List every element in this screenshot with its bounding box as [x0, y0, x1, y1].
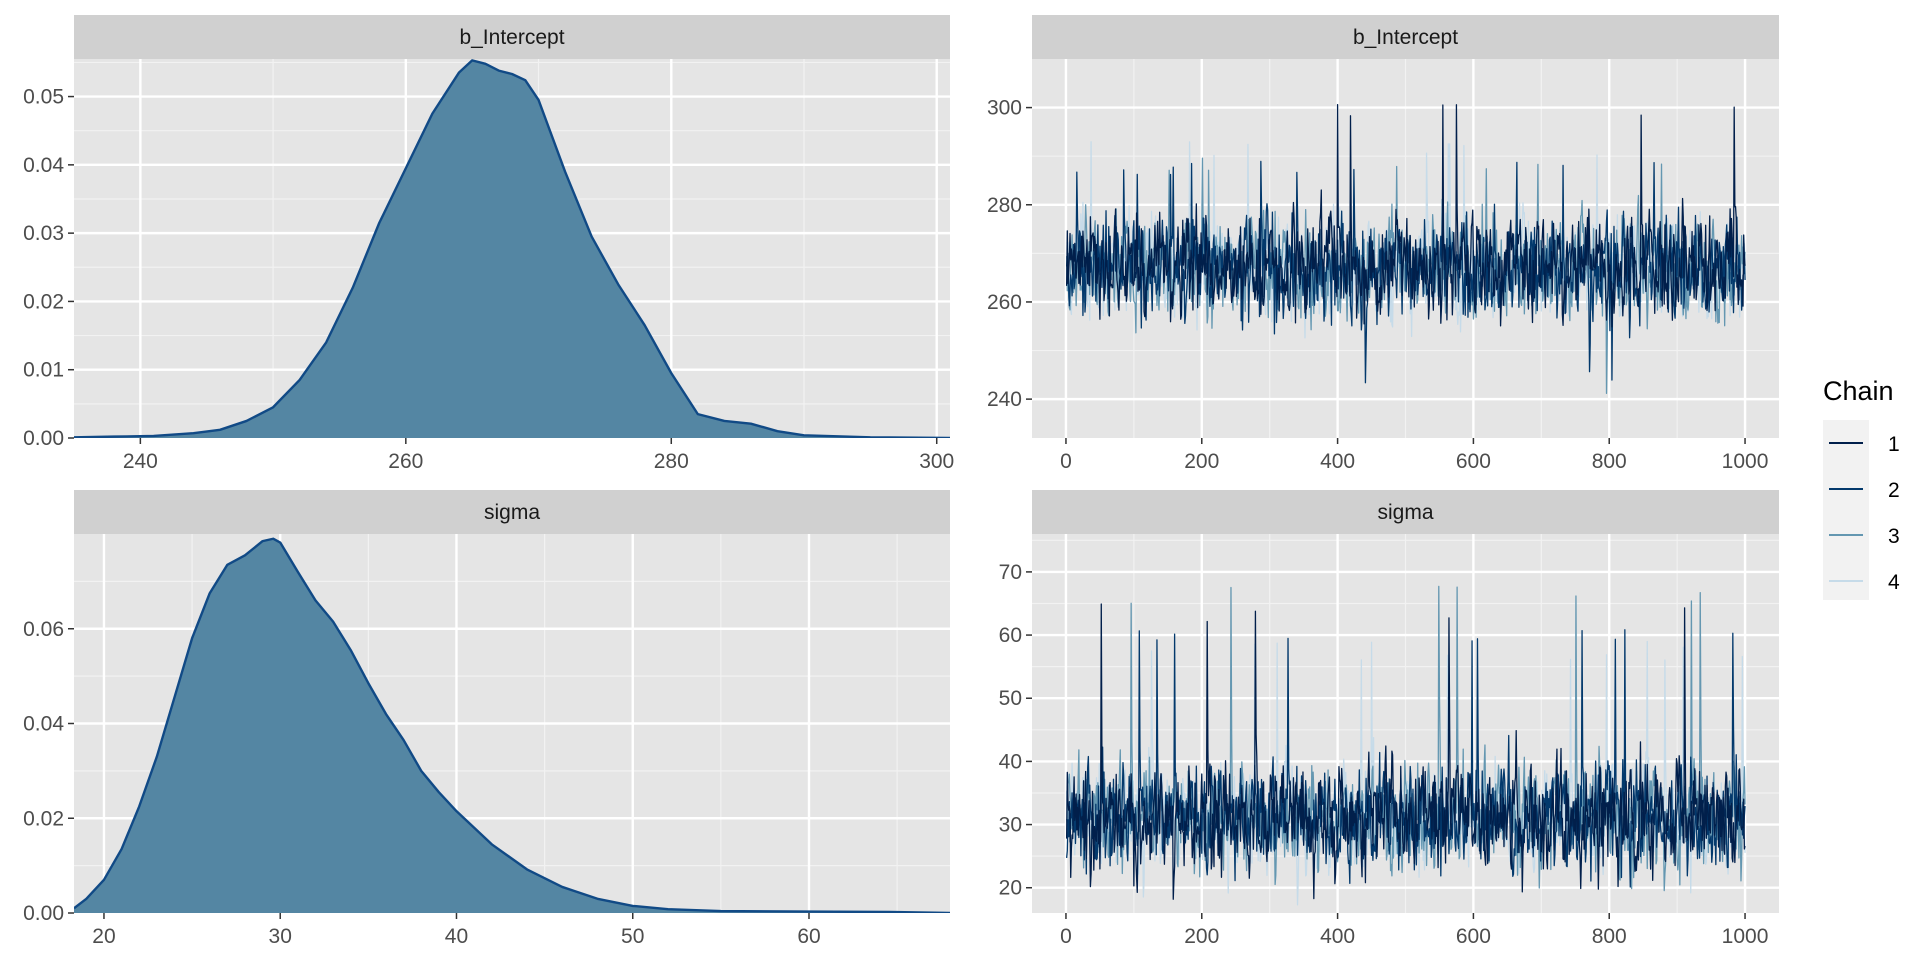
strip-label: sigma	[1377, 501, 1433, 524]
y-tick-label: 0.04	[23, 713, 64, 736]
y-tick-label: 0.00	[23, 902, 64, 925]
axes: 20 30 40 50 60 0.00 0.02 0.04 0.06	[23, 618, 821, 948]
y-tick-label: 0.02	[23, 290, 64, 313]
x-tick-label: 400	[1320, 925, 1355, 948]
x-tick-label: 200	[1184, 450, 1219, 473]
density-area	[74, 60, 950, 438]
strip-label: b_Intercept	[459, 26, 564, 49]
legend-key-background	[1823, 420, 1869, 600]
strip-background	[1032, 15, 1779, 59]
x-tick-label: 280	[654, 450, 689, 473]
x-tick-label: 600	[1456, 925, 1491, 948]
legend-label-chain-1: 1	[1888, 433, 1900, 456]
y-tick-label: 60	[999, 624, 1022, 647]
strip-label: sigma	[484, 501, 540, 524]
trace-line-chain-3	[1065, 585, 1746, 892]
strip-background	[1032, 490, 1779, 534]
y-tick-label: 70	[999, 561, 1022, 584]
y-tick-label: 300	[987, 97, 1022, 120]
x-tick-label: 1000	[1722, 450, 1769, 473]
trace-line-chain-1	[1065, 603, 1746, 900]
strip-background	[74, 490, 950, 534]
y-tick-label: 0.06	[23, 618, 64, 641]
y-tick-label: 260	[987, 291, 1022, 314]
x-tick-label: 240	[123, 450, 158, 473]
x-tick-label: 1000	[1722, 925, 1769, 948]
density-line	[74, 59, 950, 438]
x-tick-label: 0	[1060, 925, 1072, 948]
x-tick-label: 30	[269, 925, 292, 948]
y-tick-label: 0.04	[23, 154, 64, 177]
legend-label-chain-3: 3	[1888, 525, 1900, 548]
x-tick-label: 0	[1060, 450, 1072, 473]
y-tick-label: 280	[987, 194, 1022, 217]
x-tick-label: 300	[919, 450, 954, 473]
x-tick-label: 60	[797, 925, 820, 948]
x-tick-label: 200	[1184, 925, 1219, 948]
axes: 240 260 280 300 0.00 0.01 0.02 0.03 0.04 0.05	[23, 86, 954, 473]
density-line	[74, 537, 950, 913]
legend-label-chain-4: 4	[1888, 571, 1900, 594]
axes: 0 200 400 600 800 1000 20 30 40 50 60 70	[999, 561, 1769, 948]
x-tick-label: 260	[388, 450, 423, 473]
trace-line-chain-4	[1065, 640, 1746, 906]
y-tick-label: 0.05	[23, 86, 64, 109]
panel-trace-sigma: sigma 0 200 400 600 800 1000 20 30 40 50 60 70	[999, 490, 1779, 948]
strip-background	[74, 15, 950, 59]
y-tick-label: 20	[999, 877, 1022, 900]
axes: 0 200 400 600 800 1000 240 260 280 300	[987, 97, 1768, 473]
x-tick-label: 50	[621, 925, 644, 948]
y-tick-label: 40	[999, 750, 1022, 773]
x-tick-label: 800	[1592, 925, 1627, 948]
x-tick-label: 800	[1592, 450, 1627, 473]
panel-density-b_Intercept: b_Intercept 240 260 280 300 0.00 0.01 0.02 0.03 0…	[23, 15, 954, 473]
y-tick-label: 0.02	[23, 807, 64, 830]
legend-label-chain-2: 2	[1888, 479, 1900, 502]
y-tick-label: 30	[999, 814, 1022, 837]
density-area	[74, 538, 950, 913]
data-marks	[1065, 103, 1746, 395]
x-tick-label: 400	[1320, 450, 1355, 473]
legend-title: Chain	[1823, 376, 1894, 406]
y-tick-label: 0.00	[23, 427, 64, 450]
y-tick-label: 0.01	[23, 359, 64, 382]
y-tick-label: 240	[987, 388, 1022, 411]
data-marks	[74, 59, 950, 438]
data-marks	[1065, 585, 1746, 906]
y-tick-label: 50	[999, 687, 1022, 710]
x-tick-label: 20	[92, 925, 115, 948]
panel-trace-b_Intercept: b_Intercept 0 200 400 600 800 1000 240 260 280 300	[987, 15, 1779, 473]
panel-density-sigma: sigma 20 30 40 50 60 0.00 0.02 0.04 0.06	[23, 490, 950, 948]
x-tick-label: 600	[1456, 450, 1491, 473]
chain-legend: Chain 1 2 3 4	[1823, 376, 1900, 600]
strip-label: b_Intercept	[1353, 26, 1458, 49]
y-tick-label: 0.03	[23, 222, 64, 245]
trace-line-chain-1	[1065, 103, 1746, 328]
x-tick-label: 40	[445, 925, 468, 948]
data-marks	[74, 537, 950, 913]
